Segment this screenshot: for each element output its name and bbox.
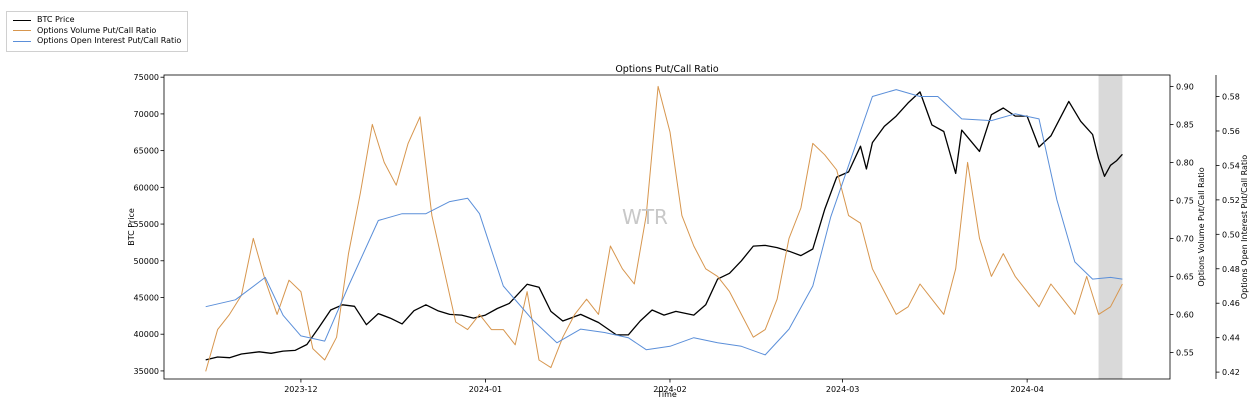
x-tick-label: 2024-03	[826, 385, 859, 394]
y2-tick-label: 0.60	[1176, 310, 1194, 319]
legend-label: BTC Price	[37, 15, 75, 24]
chart-title: Options Put/Call Ratio	[615, 64, 719, 75]
plot-frame	[163, 74, 1171, 380]
y2-tick-label: 0.80	[1176, 158, 1194, 167]
y-tick-label: 55000	[134, 220, 159, 229]
y-tick-label: 70000	[134, 110, 159, 119]
y3-axis-label: Options Open Interest Put/Call Ratio	[1240, 155, 1249, 299]
x-tick-label: 2024-04	[1010, 385, 1043, 394]
x-tick-label: 2024-01	[469, 385, 502, 394]
y3-tick-label: 0.50	[1222, 230, 1240, 239]
legend-swatch	[13, 30, 31, 32]
y-tick-label: 65000	[134, 147, 159, 156]
x-tick-label: 2024-02	[653, 385, 686, 394]
y3-tick-label: 0.48	[1222, 265, 1240, 274]
legend-label: Options Open Interest Put/Call Ratio	[37, 36, 182, 45]
legend: BTC Price Options Volume Put/Call Ratio …	[6, 11, 189, 52]
y2-tick-label: 0.70	[1176, 234, 1194, 243]
y3-tick-label: 0.52	[1222, 196, 1240, 205]
y-tick-label: 40000	[134, 330, 159, 339]
y-axis-label: BTC Price	[127, 208, 136, 246]
legend-swatch	[13, 40, 31, 42]
y-tick-label: 60000	[134, 183, 159, 192]
y2-axis-label: Options Volume Put/Call Ratio	[1197, 167, 1206, 286]
watermark: WTR	[622, 205, 668, 229]
y2-tick-label: 0.55	[1176, 348, 1194, 357]
y-tick-label: 35000	[134, 367, 159, 376]
y2-tick-label: 0.75	[1176, 196, 1194, 205]
series-line-options-volume-put-call-ratio	[205, 85, 1123, 372]
y3-tick-label: 0.56	[1222, 127, 1240, 136]
legend-label: Options Volume Put/Call Ratio	[37, 25, 157, 35]
series-line-options-open-interest-put-call-ratio	[205, 89, 1123, 356]
y3-tick-label: 0.42	[1222, 368, 1240, 377]
y3-tick-label: 0.54	[1222, 161, 1240, 170]
legend-swatch	[13, 19, 31, 21]
legend-item-open-interest-ratio: Options Open Interest Put/Call Ratio	[13, 36, 181, 47]
y-tick-label: 45000	[134, 293, 159, 302]
y3-tick-label: 0.58	[1222, 93, 1240, 102]
y2-tick-label: 0.65	[1176, 272, 1194, 281]
y2-tick-label: 0.90	[1176, 82, 1194, 91]
legend-item-btc-price: BTC Price	[13, 15, 181, 26]
y-tick-label: 75000	[134, 73, 159, 82]
shaded-region	[1098, 75, 1123, 379]
y3-tick-label: 0.44	[1222, 334, 1240, 343]
y3-tick-label: 0.46	[1222, 299, 1240, 308]
x-axis-label: Time	[656, 390, 677, 399]
legend-item-volume-ratio: Options Volume Put/Call Ratio	[13, 26, 181, 37]
series-line-btc-price	[205, 91, 1123, 361]
y-tick-label: 50000	[134, 257, 159, 266]
x-tick-label: 2023-12	[284, 385, 317, 394]
y2-tick-label: 0.85	[1176, 120, 1194, 129]
